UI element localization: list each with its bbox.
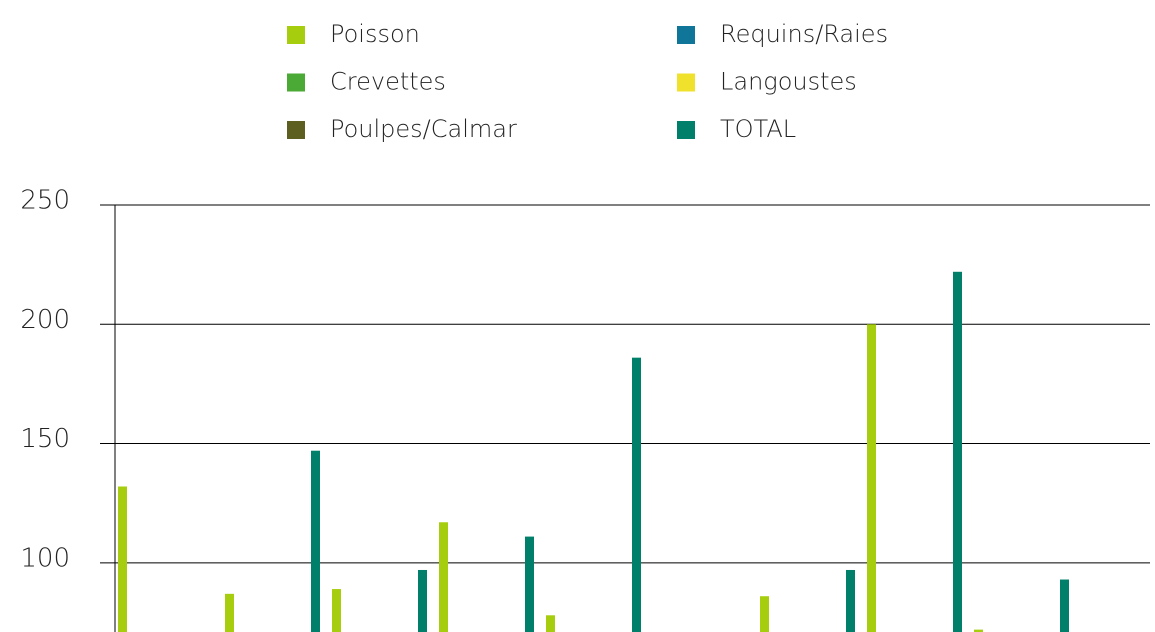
bar: [225, 593, 234, 632]
bar: [332, 589, 341, 632]
bar: [760, 596, 769, 632]
y-tick-label: 200: [20, 305, 70, 335]
y-tick-label: 250: [20, 186, 70, 216]
bar: [1060, 579, 1069, 632]
legend-swatch: [287, 73, 305, 92]
bar: [867, 324, 876, 632]
bar: [525, 536, 534, 632]
y-tick-label: 100: [20, 543, 70, 573]
bar: [953, 271, 962, 632]
legend-label: Poulpes/Calmar: [330, 115, 517, 143]
legend-label: Crevettes: [330, 68, 446, 96]
legend-label: Langoustes: [720, 68, 857, 96]
legend-swatch: [677, 73, 695, 92]
bar: [118, 486, 127, 632]
bar: [846, 569, 855, 632]
legend-swatch: [677, 121, 695, 139]
legend-label: Poisson: [330, 20, 420, 48]
legend-swatch: [287, 26, 305, 44]
legend-label: Requins/Raies: [720, 20, 888, 48]
bar: [418, 569, 427, 632]
bar: [632, 357, 641, 632]
legend-swatch: [287, 121, 305, 139]
bar: [974, 629, 983, 632]
bar: [546, 615, 555, 632]
legend-swatch: [677, 26, 695, 44]
legend-label: TOTAL: [720, 115, 796, 143]
bar: [311, 450, 320, 632]
bar: [439, 522, 448, 632]
y-tick-label: 150: [20, 424, 70, 454]
